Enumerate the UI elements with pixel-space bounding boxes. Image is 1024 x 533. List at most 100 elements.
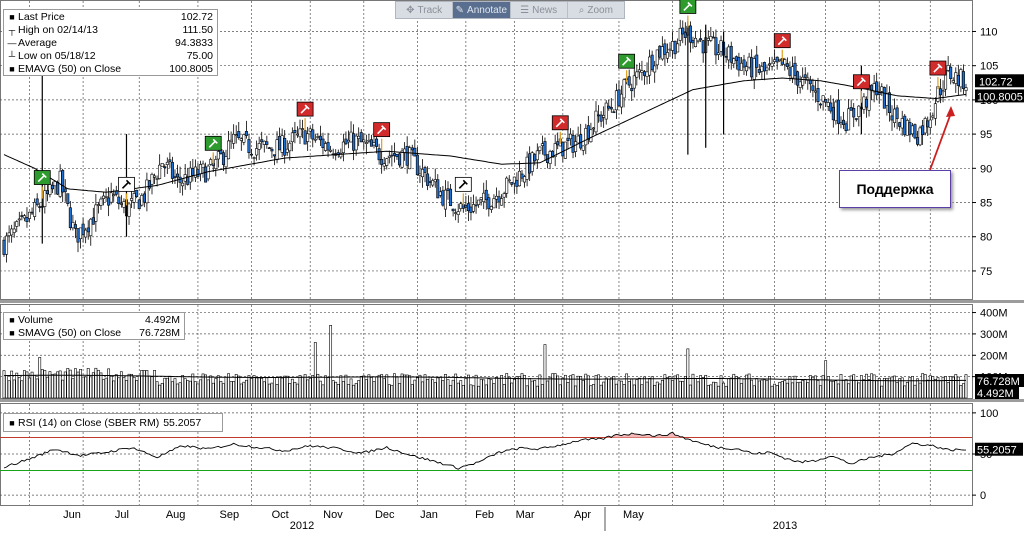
volume-bar: [711, 381, 715, 399]
candle-body: [155, 178, 159, 180]
candle-body: [112, 194, 116, 197]
candle-body: [954, 72, 958, 84]
volume-bar: [219, 381, 223, 399]
candle-body: [609, 106, 613, 110]
candle-body: [916, 137, 920, 145]
candle-body: [329, 149, 333, 152]
volume-bar: [97, 369, 100, 399]
hammer-glyph: [377, 125, 387, 135]
volume-bar: [104, 377, 108, 399]
volume-bar: [357, 380, 361, 399]
candle-body: [482, 192, 486, 203]
volume-bar: [280, 377, 284, 399]
volume-bar: [183, 378, 187, 399]
volume-bar: [640, 384, 644, 399]
volume-bar: [594, 375, 598, 399]
candle-body: [423, 167, 427, 173]
candle-body: [43, 190, 47, 207]
volume-bar: [257, 377, 261, 399]
volume-bar: [334, 381, 338, 399]
volume-bar: [153, 370, 156, 399]
candle-body: [632, 75, 636, 89]
candle-body: [890, 115, 894, 121]
candle-body: [622, 79, 626, 99]
candle-body: [959, 69, 963, 88]
candle-body: [130, 198, 134, 201]
volume-bar: [438, 377, 442, 399]
volume-bar: [806, 382, 810, 399]
volume-bar: [814, 375, 817, 399]
news-icon: ☰: [520, 4, 530, 16]
volume-bar: [750, 379, 754, 399]
volume-bar: [441, 380, 445, 399]
volume-bar: [742, 378, 746, 399]
candle-body: [224, 156, 228, 168]
rsi-value-label: 55.2057: [977, 445, 1017, 457]
volume-bar: [188, 380, 192, 399]
volume-bar: [926, 379, 930, 399]
candle-body: [645, 71, 649, 77]
x-tick-label: Jun: [63, 509, 81, 521]
last-price-tag: [975, 74, 1024, 88]
candle-body: [50, 185, 54, 190]
candle-body: [750, 57, 754, 78]
volume-bar: [316, 373, 320, 399]
legend-row-rsi: ■ RSI (14) on Close (SBER RM) 55.2057: [4, 416, 222, 429]
toolbar-annotate-button[interactable]: ✎ Annotate: [453, 2, 511, 18]
candle-body: [165, 161, 169, 165]
signal-hammer-icon: [118, 176, 135, 206]
x-tick-label: Nov: [323, 509, 343, 521]
candle-body: [681, 27, 685, 35]
volume-bar: [671, 380, 674, 399]
candle-body: [301, 128, 305, 130]
volume-bar: [635, 379, 639, 399]
candle-body: [862, 96, 866, 110]
volume-bar: [303, 374, 307, 399]
candle-body: [293, 129, 297, 133]
candle-body: [239, 138, 243, 141]
volume-bar: [752, 385, 756, 399]
volume-bar: [112, 380, 116, 399]
volume-bar: [489, 379, 493, 399]
candle-body: [352, 133, 356, 151]
candle-body: [313, 138, 317, 141]
candle-body: [420, 169, 424, 178]
candle-body: [45, 190, 49, 195]
volume-bar: [579, 376, 583, 399]
smavg-tag: [975, 374, 1024, 387]
toolbar-track-button[interactable]: ✥ Track: [396, 2, 454, 18]
candle-body: [614, 90, 618, 111]
volume-bar: [770, 385, 774, 399]
volume-bar: [696, 381, 700, 399]
volume-bar: [500, 375, 503, 399]
volume-bar: [461, 385, 465, 399]
volume-bar: [354, 383, 358, 399]
volume-bar: [538, 374, 542, 399]
candle-body: [630, 88, 634, 92]
volume-bar: [780, 381, 784, 399]
x-tick-label: Mar: [516, 509, 535, 521]
candle-body: [517, 170, 521, 187]
volume-bar: [650, 376, 654, 399]
candle-body: [303, 130, 307, 145]
signal-hammer-icon: [33, 170, 51, 199]
candle-body: [489, 206, 493, 210]
volume-bar: [589, 385, 593, 399]
candle-body: [244, 131, 248, 136]
candle-body: [170, 162, 174, 179]
candle-body: [668, 48, 672, 51]
volume-bar: [5, 374, 8, 399]
volume-bar: [359, 376, 363, 399]
candle-body: [214, 159, 218, 169]
volume-bar: [245, 379, 248, 399]
candle-body: [308, 128, 312, 132]
candle-body: [221, 152, 225, 165]
toolbar-zoom-button[interactable]: ⌕ Zoom: [578, 4, 613, 16]
volume-bar: [423, 374, 427, 399]
volume-bar: [242, 381, 246, 399]
toolbar-news-button[interactable]: ☰ News: [511, 2, 568, 18]
volume-bar: [668, 376, 672, 399]
smavg-value-label: 76.728M: [977, 376, 1020, 388]
candle-body: [387, 155, 391, 158]
candle-body: [875, 81, 879, 96]
